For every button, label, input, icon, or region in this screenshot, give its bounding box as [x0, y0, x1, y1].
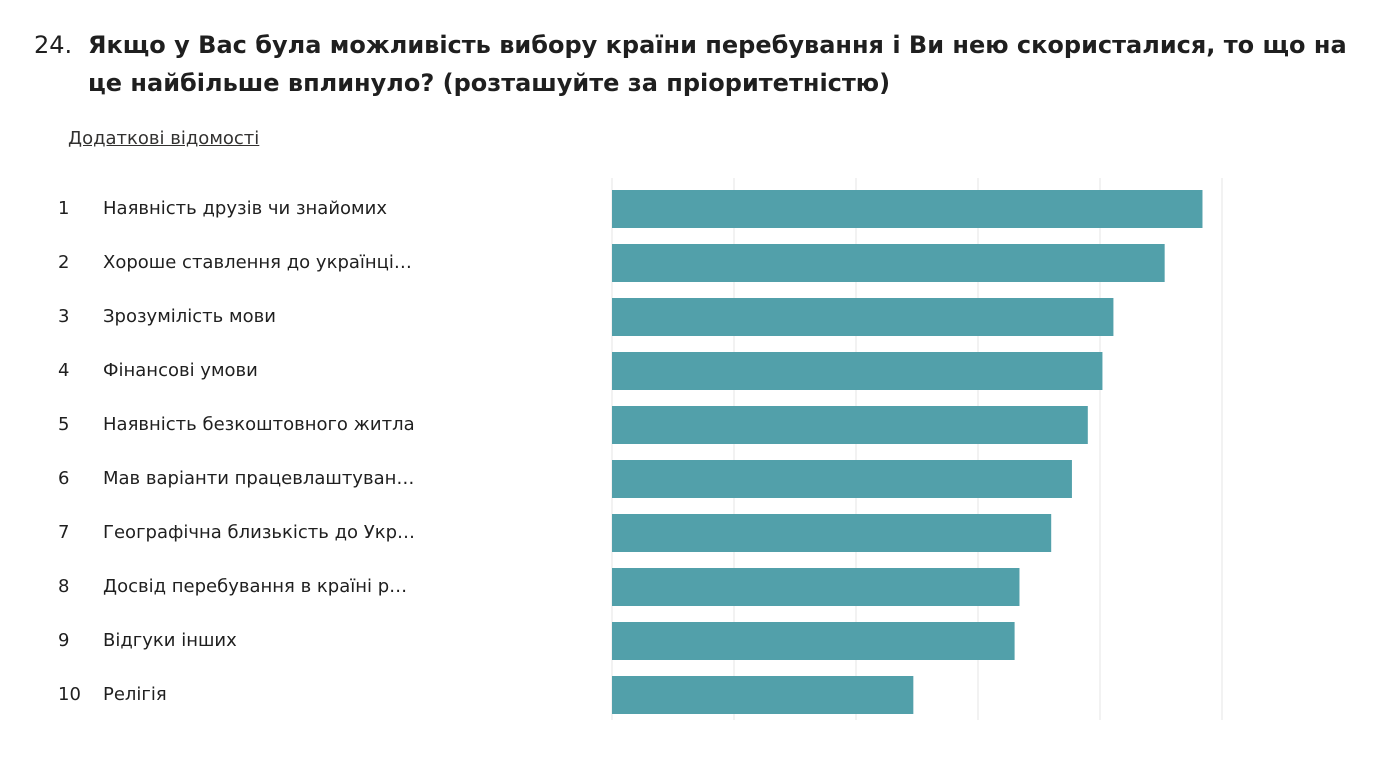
category-label: Наявність безкоштовного житла — [103, 414, 415, 435]
category-label: Досвід перебування в країні р… — [103, 576, 407, 597]
bar[interactable] — [612, 514, 1052, 552]
bar[interactable] — [612, 568, 1020, 606]
bar[interactable] — [612, 676, 914, 714]
bar[interactable] — [612, 298, 1114, 336]
question-number: 24. — [34, 31, 73, 59]
question-header: 24. Якщо у Вас була можливість вибору кр… — [34, 26, 1374, 102]
category-label: Хороше ставлення до українці… — [103, 252, 412, 273]
rank-label: 10 — [58, 684, 81, 705]
category-label: Фінансові умови — [103, 360, 258, 381]
bar[interactable] — [612, 352, 1103, 390]
bar[interactable] — [612, 460, 1072, 498]
category-label: Географічна близькість до Укр… — [103, 522, 415, 543]
rank-label: 3 — [58, 306, 69, 327]
bar[interactable] — [612, 406, 1088, 444]
rank-label: 7 — [58, 522, 69, 543]
category-label: Релігія — [103, 684, 167, 705]
bar[interactable] — [612, 190, 1203, 228]
ranking-bar-chart: 1 Наявність друзів чи знайомих 2 Хороше ста… — [58, 178, 1223, 720]
rank-label: 6 — [58, 468, 69, 489]
rank-label: 8 — [58, 576, 69, 597]
rank-label: 5 — [58, 414, 69, 435]
category-label: Відгуки інших — [103, 630, 237, 651]
rank-label: 1 — [58, 198, 69, 219]
category-label: Зрозумілість мови — [103, 306, 276, 327]
rank-label: 2 — [58, 252, 69, 273]
rank-label: 4 — [58, 360, 69, 381]
bar[interactable] — [612, 244, 1165, 282]
question-title: Якщо у Вас була можливість вибору країни… — [88, 31, 1347, 97]
category-label: Мав варіанти працевлаштуван… — [103, 468, 414, 489]
bar[interactable] — [612, 622, 1015, 660]
details-link[interactable]: Додаткові відомості — [68, 128, 260, 149]
rank-label: 9 — [58, 630, 69, 651]
category-label: Наявність друзів чи знайомих — [103, 198, 387, 219]
